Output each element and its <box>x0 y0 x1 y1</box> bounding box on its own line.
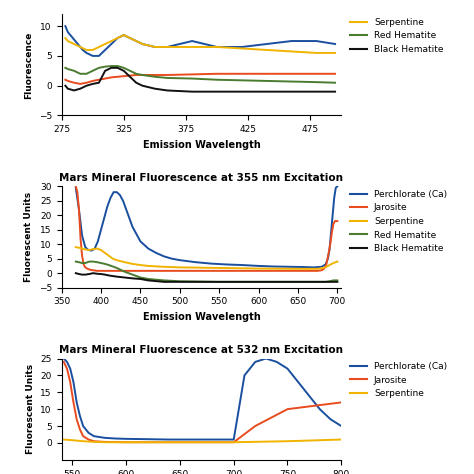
X-axis label: Emission Wavelength: Emission Wavelength <box>143 140 260 150</box>
Y-axis label: Fluorescent Units: Fluorescent Units <box>24 192 33 282</box>
Y-axis label: Fluorescence: Fluorescence <box>24 31 33 99</box>
X-axis label: Emission Wavelength: Emission Wavelength <box>143 312 260 322</box>
Legend: Serpentine, Red Hematite, Black Hematite: Serpentine, Red Hematite, Black Hematite <box>347 14 447 57</box>
Legend: Perchlorate (Ca), Jarosite, Serpentine, Red Hematite, Black Hematite: Perchlorate (Ca), Jarosite, Serpentine, … <box>347 186 451 256</box>
Y-axis label: Fluorescent Units: Fluorescent Units <box>26 364 35 454</box>
Title: Mars Mineral Fluorescence at 355 nm Excitation: Mars Mineral Fluorescence at 355 nm Exci… <box>59 173 344 183</box>
Legend: Perchlorate (Ca), Jarosite, Serpentine: Perchlorate (Ca), Jarosite, Serpentine <box>347 358 451 402</box>
Title: Mars Mineral Fluorescence at 532 nm Excitation: Mars Mineral Fluorescence at 532 nm Exci… <box>59 345 344 355</box>
